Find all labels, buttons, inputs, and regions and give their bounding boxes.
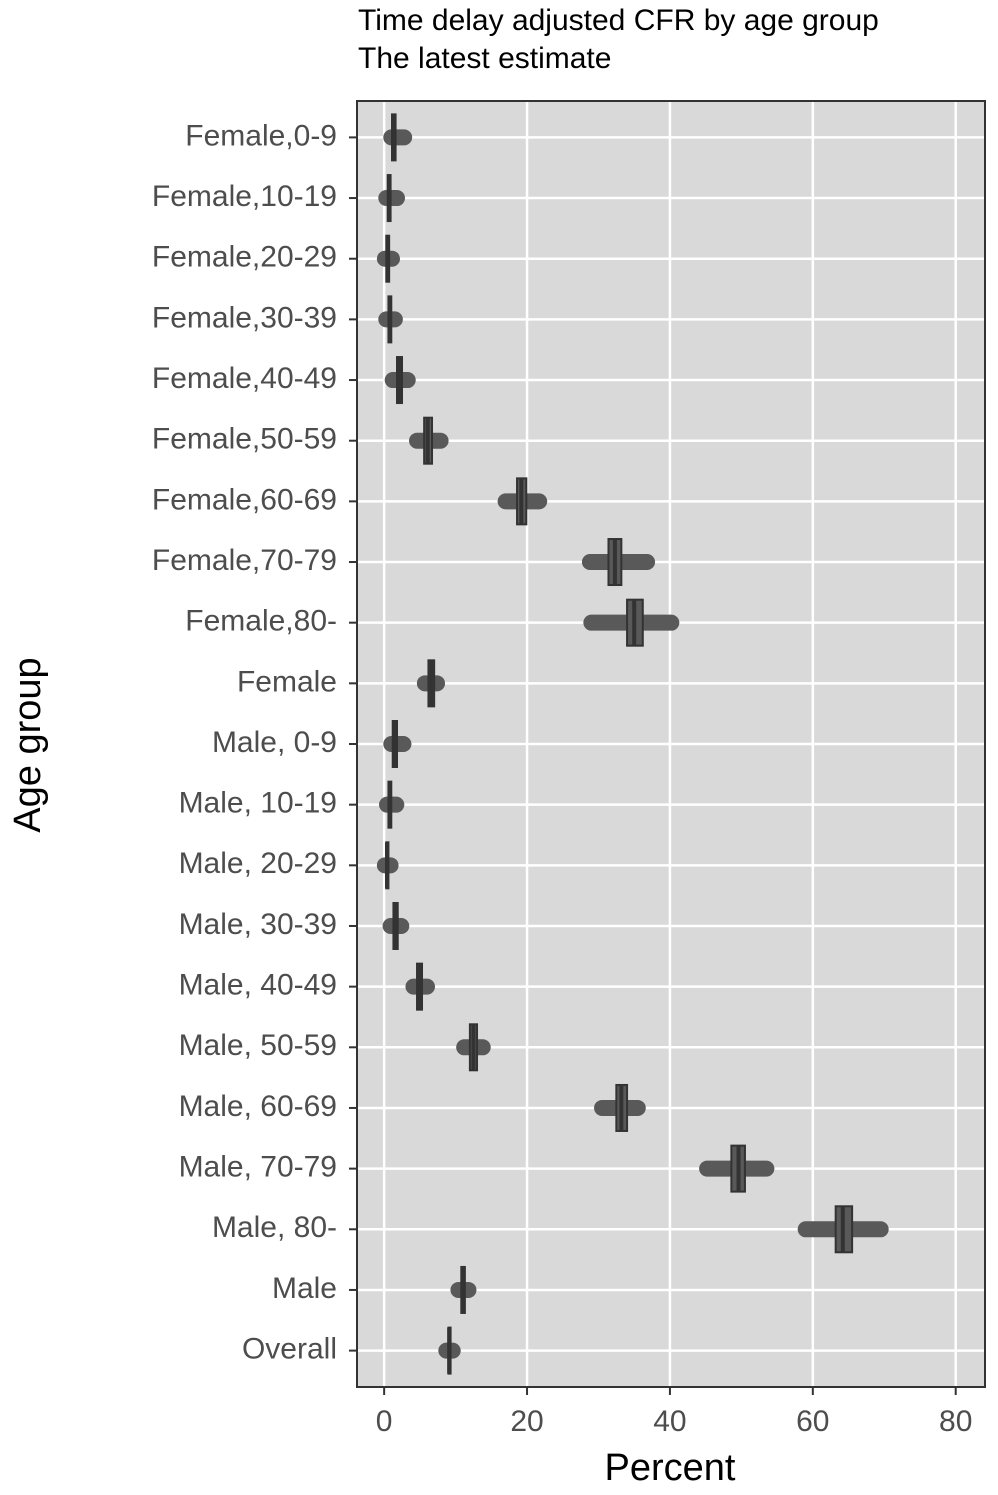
chart-subtitle: The latest estimate xyxy=(358,42,611,75)
y-tick-label: Male, 60-69 xyxy=(179,1090,337,1123)
y-tick-label: Male, 80- xyxy=(212,1211,337,1244)
y-tick-label: Female,0-9 xyxy=(185,119,337,152)
y-tick-label: Female,10-19 xyxy=(152,180,337,213)
y-tick-label: Female,80- xyxy=(185,605,337,638)
plot-border xyxy=(356,100,986,1388)
x-tick-label: 0 xyxy=(376,1405,393,1438)
x-tick-label: 20 xyxy=(510,1405,543,1438)
y-tick-label: Male, 20-29 xyxy=(179,847,337,880)
x-tick-label: 40 xyxy=(653,1405,686,1438)
x-axis-title: Percent xyxy=(605,1447,736,1489)
y-tick-label: Male xyxy=(272,1272,337,1305)
y-tick-label: Female,30-39 xyxy=(152,301,337,334)
y-tick-label: Overall xyxy=(242,1333,337,1366)
y-tick-label: Female,40-49 xyxy=(152,362,337,395)
x-tick-label: 80 xyxy=(939,1405,972,1438)
y-tick-label: Female,20-29 xyxy=(152,241,337,274)
y-tick-label: Male, 40-49 xyxy=(179,969,337,1002)
y-tick-label: Male, 0-9 xyxy=(212,726,337,759)
y-tick-label: Female xyxy=(237,665,337,698)
y-tick-label: Male, 70-79 xyxy=(179,1151,337,1184)
y-tick-label: Female,50-59 xyxy=(152,423,337,456)
y-tick-label: Male, 10-19 xyxy=(179,787,337,820)
y-axis-title: Age group xyxy=(7,657,49,832)
chart-title: Time delay adjusted CFR by age group xyxy=(358,4,879,37)
y-tick-label: Male, 30-39 xyxy=(179,908,337,941)
y-tick-label: Female,60-69 xyxy=(152,483,337,516)
x-tick-label: 60 xyxy=(796,1405,829,1438)
y-tick-label: Female,70-79 xyxy=(152,544,337,577)
y-tick-label: Male, 50-59 xyxy=(179,1029,337,1062)
